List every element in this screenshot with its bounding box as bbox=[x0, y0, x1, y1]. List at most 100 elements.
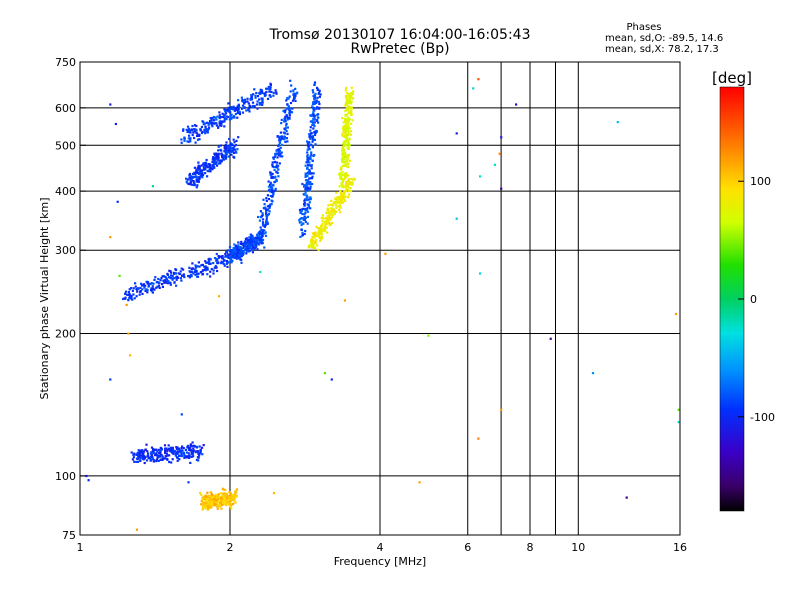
trace-point bbox=[213, 165, 216, 168]
trace-point bbox=[175, 456, 179, 459]
trace-point bbox=[172, 450, 175, 453]
trace-point bbox=[318, 227, 322, 230]
trace-point bbox=[306, 156, 309, 160]
trace-point bbox=[266, 205, 269, 208]
trace-point bbox=[350, 100, 353, 103]
trace-point bbox=[344, 126, 347, 129]
trace-point bbox=[200, 164, 203, 167]
trace-point bbox=[313, 118, 316, 121]
trace-point bbox=[230, 113, 233, 116]
trace-point bbox=[225, 502, 228, 505]
scatter-point bbox=[479, 272, 482, 275]
trace-point bbox=[168, 454, 171, 457]
trace-point bbox=[181, 274, 184, 277]
trace-point bbox=[247, 250, 250, 253]
trace-point bbox=[188, 266, 191, 269]
trace-point bbox=[304, 179, 308, 182]
trace-point bbox=[343, 192, 346, 195]
trace-point bbox=[312, 115, 315, 118]
trace-point bbox=[131, 289, 134, 292]
trace-point bbox=[180, 452, 183, 455]
trace-point bbox=[233, 145, 236, 148]
trace-point bbox=[284, 109, 287, 112]
scatter-point bbox=[135, 528, 138, 531]
trace-point bbox=[317, 113, 320, 116]
x-tick-label: 4 bbox=[377, 541, 384, 554]
trace-point bbox=[350, 94, 353, 97]
trace-point bbox=[201, 263, 204, 266]
trace-point bbox=[258, 219, 261, 222]
trace-point bbox=[343, 164, 346, 167]
trace-point bbox=[232, 146, 235, 150]
trace-point bbox=[313, 83, 316, 86]
trace-point bbox=[152, 448, 155, 451]
trace-point bbox=[341, 152, 344, 155]
trace-point bbox=[242, 253, 245, 256]
trace-point bbox=[200, 171, 203, 174]
trace-point bbox=[318, 102, 321, 106]
trace-point bbox=[214, 264, 217, 268]
trace-point bbox=[353, 178, 356, 181]
trace-point bbox=[319, 93, 322, 96]
trace-point bbox=[345, 188, 348, 191]
trace-point bbox=[225, 141, 228, 144]
trace-point bbox=[333, 213, 336, 216]
trace-point bbox=[226, 497, 229, 500]
trace-point bbox=[195, 186, 198, 189]
trace-point bbox=[342, 121, 345, 124]
trace-point bbox=[347, 178, 350, 181]
trace-point bbox=[336, 198, 339, 201]
trace-point bbox=[347, 93, 350, 96]
scatter-point bbox=[87, 479, 90, 482]
trace-point bbox=[220, 152, 223, 155]
scatter-point bbox=[259, 270, 262, 274]
trace-point bbox=[238, 254, 241, 257]
trace-point bbox=[208, 126, 211, 129]
trace-point bbox=[188, 129, 191, 132]
trace-point bbox=[298, 221, 301, 224]
trace-point bbox=[306, 195, 309, 198]
trace-point bbox=[261, 98, 264, 101]
trace-point bbox=[250, 98, 254, 101]
trace-point bbox=[346, 121, 349, 125]
trace-point bbox=[303, 203, 306, 206]
trace-point bbox=[152, 450, 155, 453]
trace-point bbox=[244, 100, 247, 103]
trace-point bbox=[286, 118, 289, 121]
trace-point bbox=[333, 201, 336, 204]
trace-point bbox=[275, 153, 278, 156]
trace-point bbox=[269, 184, 272, 187]
trace-point bbox=[271, 188, 274, 191]
trace-point bbox=[230, 261, 233, 264]
trace-point bbox=[204, 161, 207, 164]
trace-point bbox=[140, 284, 144, 287]
trace-point bbox=[306, 151, 309, 154]
trace-point bbox=[261, 91, 264, 95]
trace-point bbox=[196, 275, 200, 278]
trace-point bbox=[347, 162, 350, 165]
trace-point bbox=[231, 249, 234, 252]
trace-point bbox=[345, 182, 348, 185]
trace-point bbox=[286, 126, 289, 129]
trace-point bbox=[342, 125, 345, 128]
trace-point bbox=[286, 132, 289, 136]
trace-point bbox=[218, 120, 221, 123]
trace-point bbox=[133, 460, 136, 463]
trace-point bbox=[229, 250, 232, 253]
trace-point bbox=[250, 94, 253, 97]
x-tick-label: 8 bbox=[527, 541, 534, 554]
trace-point bbox=[277, 148, 280, 151]
trace-point bbox=[178, 449, 181, 452]
trace-point bbox=[346, 165, 349, 168]
trace-point bbox=[276, 135, 279, 138]
trace-point bbox=[351, 93, 354, 96]
trace-point bbox=[258, 98, 261, 101]
trace-point bbox=[309, 207, 312, 210]
trace-point bbox=[166, 272, 169, 275]
trace-point bbox=[261, 90, 264, 93]
trace-point bbox=[248, 244, 251, 247]
trace-point bbox=[146, 450, 149, 453]
trace-point bbox=[257, 232, 260, 235]
trace-point bbox=[212, 504, 215, 507]
trace-point bbox=[289, 101, 293, 105]
